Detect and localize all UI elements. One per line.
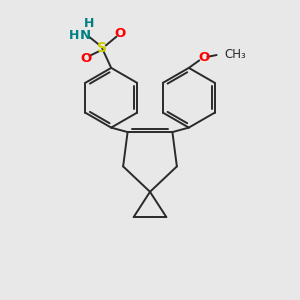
Text: O: O — [115, 27, 126, 40]
Text: N: N — [80, 28, 92, 41]
Text: CH₃: CH₃ — [225, 48, 246, 61]
Text: H: H — [69, 28, 80, 41]
Text: H: H — [84, 16, 94, 30]
Text: O: O — [80, 52, 92, 65]
Text: S: S — [97, 41, 107, 56]
Text: O: O — [198, 51, 209, 64]
